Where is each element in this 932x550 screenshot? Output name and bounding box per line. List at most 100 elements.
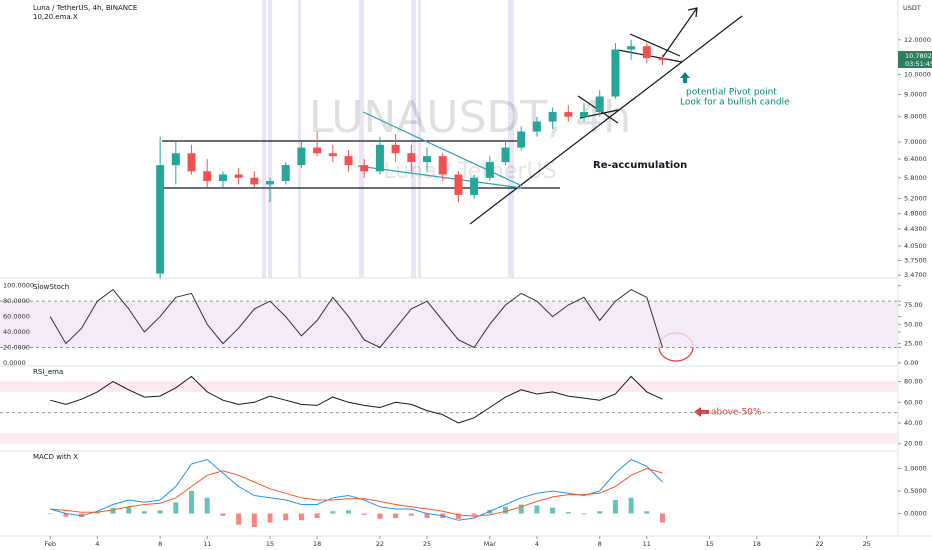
annotation: Re-accumulation (593, 160, 687, 171)
candle-body (485, 162, 494, 178)
pane-title: MACD with X (33, 453, 78, 461)
y-tick-label: 5.2000 (904, 194, 927, 202)
y-tick-label: 60.00 (904, 398, 923, 406)
annotation: potential Pivot point (686, 88, 777, 98)
macd-line (50, 458, 663, 521)
band (411, 0, 416, 278)
histogram-bar (612, 500, 618, 514)
macd-line (50, 467, 663, 517)
histogram-bar (110, 508, 116, 514)
x-tick-label: 18 (313, 540, 321, 548)
x-tick-label: 4 (95, 540, 99, 548)
pane-title: RSI_ema (33, 368, 63, 376)
y-tick-label: 4.4300 (904, 225, 927, 233)
y-tick-label: 20.00 (904, 440, 923, 448)
histogram-bar (393, 513, 399, 519)
histogram-bar (565, 512, 571, 514)
symbol-title: Luna / TetherUS, 4h, BINANCE (33, 4, 137, 12)
histogram-bar (550, 507, 556, 514)
histogram-bar (455, 513, 461, 519)
histogram-bar (518, 504, 524, 514)
candle-body (218, 174, 227, 182)
price-label: 10.7802 (905, 52, 932, 60)
histogram-bar (47, 513, 53, 515)
histogram-bar (424, 513, 430, 519)
candle-body (391, 144, 400, 154)
candle-body (328, 153, 337, 157)
y-tick-label: 80.0000 (3, 297, 30, 305)
band (298, 0, 301, 278)
histogram-bar (251, 513, 257, 528)
candle-body (187, 153, 196, 172)
indicator-line (50, 375, 663, 424)
y-tick-label: 10.0000 (904, 70, 931, 78)
band (262, 0, 266, 278)
candle-body (454, 174, 463, 195)
candle-body (360, 165, 369, 172)
band (0, 381, 898, 392)
histogram-bar (377, 513, 383, 519)
candle-body (266, 181, 275, 185)
histogram-bar (236, 513, 242, 525)
histogram-bar (94, 512, 100, 514)
candle-body (281, 165, 290, 182)
x-tick-label: 22 (376, 540, 384, 548)
histogram-bar (361, 513, 367, 515)
y-tick-label: 9.0000 (904, 90, 927, 98)
up-arrow (680, 72, 690, 83)
candle-body (501, 147, 510, 163)
trendline (469, 15, 743, 225)
x-tick-label: 8 (598, 540, 602, 548)
y-tick-label: 3.4700 (904, 271, 927, 279)
x-tick-label: 15 (266, 540, 274, 548)
y2-tick-label: 0.00 (904, 359, 918, 367)
histogram-bar (503, 506, 509, 514)
x-tick-label: 11 (203, 540, 211, 548)
y-tick-label: 0.5000 (904, 487, 927, 495)
candle-body (595, 96, 604, 113)
histogram-bar (408, 513, 414, 516)
histogram-bar (220, 513, 226, 516)
candle-body (470, 177, 479, 195)
pane-title: SlowStoch (33, 283, 69, 291)
histogram-bar (63, 513, 69, 517)
y-tick-label: 0.0000 (904, 510, 927, 518)
currency: USDT (903, 4, 921, 12)
candle-body (344, 156, 353, 166)
histogram-bar (267, 513, 273, 523)
candle-body (564, 112, 573, 117)
band (0, 301, 898, 348)
candle-body (642, 46, 651, 59)
candle-body (532, 121, 541, 132)
y-tick-label: 20.0000 (3, 343, 30, 351)
y2-tick-label: 50.00 (904, 320, 923, 328)
candle-body (156, 165, 165, 274)
histogram-bar (283, 513, 289, 521)
candle-body (297, 147, 306, 166)
arrowhead (687, 7, 698, 18)
histogram-bar (628, 497, 634, 514)
x-tick-label: Mar (484, 540, 497, 548)
histogram-bar (298, 513, 304, 521)
y-tick-label: 60.0000 (3, 313, 30, 321)
candle-body (548, 112, 557, 122)
histogram-bar (204, 497, 210, 514)
y2-tick-label: 75.00 (904, 301, 923, 309)
histogram-bar (660, 513, 666, 523)
histogram-bar (534, 505, 540, 514)
y2-tick-label: 25.00 (904, 340, 923, 348)
histogram-bar (597, 511, 603, 514)
candle-body (234, 174, 243, 178)
candle-body (313, 147, 322, 154)
candle-body (438, 156, 447, 175)
candle-body (203, 171, 212, 182)
candle-body (627, 46, 636, 50)
y-tick-label: 3.7500 (904, 257, 927, 265)
x-tick-label: 25 (862, 540, 870, 548)
watermark-sub: Luna / TetherUS (383, 159, 556, 184)
y-tick-label: 0.0000 (3, 359, 26, 367)
histogram-bar (141, 511, 147, 514)
y-tick-label: 8.0000 (904, 113, 927, 121)
flag-line (629, 33, 681, 57)
